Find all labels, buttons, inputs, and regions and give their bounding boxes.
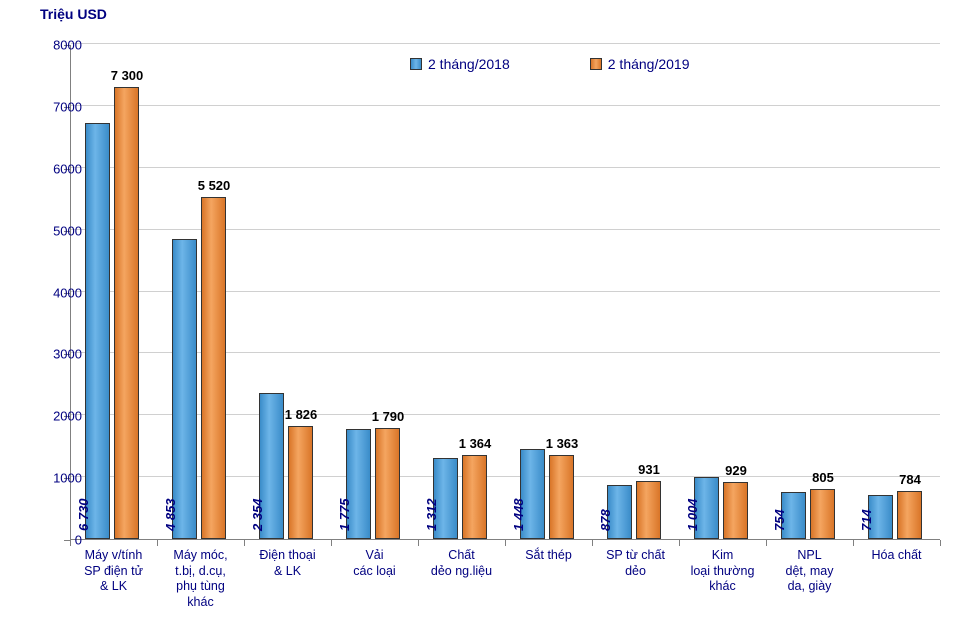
bar-2019: [201, 197, 226, 539]
y-tick-label: 6000: [32, 161, 82, 176]
x-tick-mark: [940, 540, 941, 546]
data-label-2018: 878: [598, 509, 613, 531]
y-tick-label: 5000: [32, 223, 82, 238]
data-label-2018: 1 775: [337, 498, 352, 531]
chart-container: Triệu USD 2 tháng/2018 2 tháng/2019 6 73…: [0, 0, 960, 621]
y-tick-label: 0: [32, 533, 82, 548]
x-axis-label: Chấtdẻo ng.liệu: [418, 548, 505, 579]
x-axis-label: Máy v/tínhSP điện tử& LK: [70, 548, 157, 595]
data-label-2019: 5 520: [198, 178, 231, 193]
y-tick-label: 7000: [32, 99, 82, 114]
x-axis-label: NPLdệt, mayda, giày: [766, 548, 853, 595]
data-label-2019: 1 790: [372, 409, 405, 424]
gridline: [71, 167, 940, 168]
x-tick-mark: [505, 540, 506, 546]
y-tick-label: 4000: [32, 285, 82, 300]
bar-2019: [288, 426, 313, 539]
x-tick-mark: [592, 540, 593, 546]
x-axis-label: Kimloại thườngkhác: [679, 548, 766, 595]
data-label-2019: 7 300: [111, 68, 144, 83]
bar-2018: [172, 239, 197, 539]
gridline: [71, 105, 940, 106]
y-tick-label: 1000: [32, 471, 82, 486]
x-axis-label: Điện thoại& LK: [244, 548, 331, 579]
bar-2019: [549, 455, 574, 539]
data-label-2018: 1 004: [685, 498, 700, 531]
data-label-2019: 1 364: [459, 436, 492, 451]
data-label-2018: 754: [772, 509, 787, 531]
x-tick-mark: [70, 540, 71, 546]
bar-2019: [636, 481, 661, 539]
x-tick-mark: [853, 540, 854, 546]
y-axis-title: Triệu USD: [40, 6, 107, 22]
bar-2018: [85, 123, 110, 539]
y-tick-label: 3000: [32, 347, 82, 362]
gridline: [71, 43, 940, 44]
bar-2019: [375, 428, 400, 539]
data-label-2019: 931: [638, 462, 660, 477]
x-tick-mark: [766, 540, 767, 546]
x-tick-mark: [157, 540, 158, 546]
data-label-2019: 784: [899, 472, 921, 487]
data-label-2018: 4 853: [163, 498, 178, 531]
bar-2019: [462, 455, 487, 539]
x-tick-mark: [418, 540, 419, 546]
data-label-2018: 1 312: [424, 498, 439, 531]
bar-2019: [114, 87, 139, 539]
data-label-2019: 1 363: [546, 436, 579, 451]
y-tick-label: 8000: [32, 38, 82, 53]
x-tick-mark: [679, 540, 680, 546]
plot-area: 6 730 7 300 4 853 5 520 2 354 1 826 1 775 1 790…: [70, 45, 940, 540]
bar-2019: [810, 489, 835, 539]
data-label-2019: 805: [812, 470, 834, 485]
data-label-2018: 2 354: [250, 498, 265, 531]
y-tick-label: 2000: [32, 409, 82, 424]
data-label-2019: 929: [725, 463, 747, 478]
x-axis-label: SP từ chấtdẻo: [592, 548, 679, 579]
data-label-2018: 6 730: [76, 498, 91, 531]
x-tick-mark: [331, 540, 332, 546]
x-axis-label: Hóa chất: [853, 548, 940, 564]
x-axis-label: Máy móc,t.bị, d.cụ,phụ tùngkhác: [157, 548, 244, 611]
data-label-2018: 714: [859, 509, 874, 531]
x-axis-label: Sắt thép: [505, 548, 592, 564]
x-axis-label: Vảicác loại: [331, 548, 418, 579]
x-tick-mark: [244, 540, 245, 546]
bar-2019: [723, 482, 748, 539]
data-label-2019: 1 826: [285, 407, 318, 422]
bar-2019: [897, 491, 922, 540]
data-label-2018: 1 448: [511, 498, 526, 531]
